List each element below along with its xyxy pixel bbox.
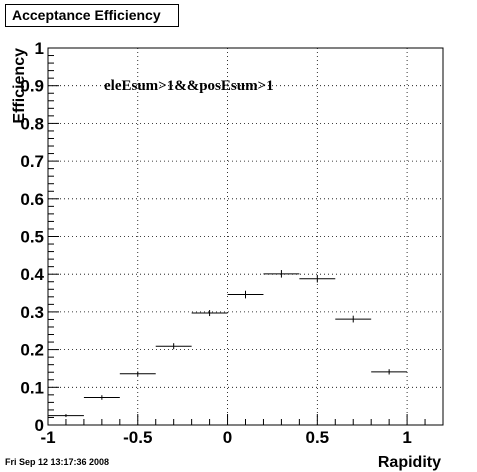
tick-marks xyxy=(47,47,444,426)
data-point xyxy=(119,371,156,376)
timestamp: Fri Sep 12 13:17:36 2008 xyxy=(5,457,110,467)
y-tick-label: 0.3 xyxy=(20,303,44,322)
x-tick-label: 1 xyxy=(402,428,411,447)
grid-layer xyxy=(48,48,443,425)
y-axis-label: Efficiency xyxy=(11,48,28,124)
canvas-title: Acceptance Efficiency xyxy=(5,4,179,27)
y-tick-label: 0.7 xyxy=(20,152,44,171)
data-point xyxy=(227,290,264,299)
y-tick-label: 1 xyxy=(35,39,44,58)
x-tick-label: -0.5 xyxy=(123,428,152,447)
data-point xyxy=(263,270,300,278)
x-tick-label: 0 xyxy=(223,428,232,447)
data-points xyxy=(48,270,408,418)
y-tick-labels: 0 0.1 0.2 0.3 0.4 0.5 0.6 0.7 0.8 0.9 1 xyxy=(20,39,44,435)
x-tick-label: 0.5 xyxy=(305,428,329,447)
data-point xyxy=(335,315,372,323)
plot-frame xyxy=(47,47,444,426)
data-point xyxy=(191,310,228,317)
x-tick-label: -1 xyxy=(40,428,55,447)
data-point xyxy=(155,343,192,350)
data-point xyxy=(371,369,408,375)
x-tick-labels: -1 -0.5 0 0.5 1 xyxy=(40,428,411,447)
data-point xyxy=(48,414,84,418)
y-tick-label: 0.5 xyxy=(20,228,44,247)
y-tick-label: 0.8 xyxy=(20,114,44,133)
x-axis-label: Rapidity xyxy=(378,454,441,471)
cut-annotation: eleEsum>1&&posEsum>1 xyxy=(104,78,274,94)
y-tick-label: 0.1 xyxy=(20,378,44,397)
y-tick-label: 0 xyxy=(35,416,44,435)
data-point xyxy=(299,274,336,283)
y-tick-label: 0.4 xyxy=(20,265,44,284)
y-tick-label: 0.2 xyxy=(20,341,44,360)
y-tick-label: 0.9 xyxy=(20,77,44,96)
y-tick-label: 0.6 xyxy=(20,190,44,209)
data-point xyxy=(83,395,120,400)
